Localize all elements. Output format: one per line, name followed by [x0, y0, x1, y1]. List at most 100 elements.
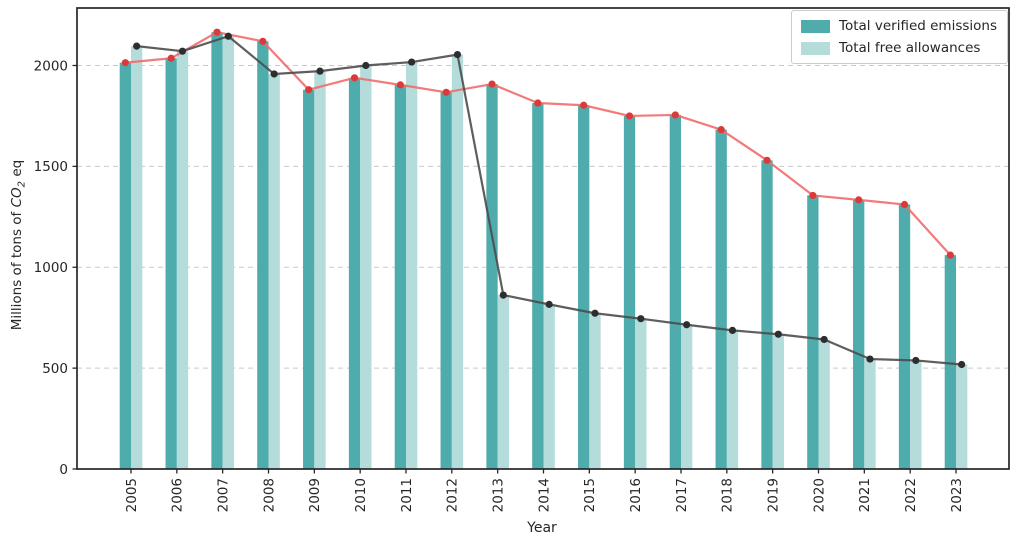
verified-emissions-bars: [119, 32, 956, 470]
bar-allowances-2013: [497, 295, 509, 469]
bar-verified-2017: [669, 114, 681, 469]
legend: Total verified emissions Total free allo…: [791, 10, 1008, 64]
marker-verified-2010: [350, 74, 359, 82]
x-tick-label-2015: 2015: [582, 478, 598, 512]
bar-allowances-2021: [864, 359, 876, 469]
marker-verified-2021: [855, 196, 863, 204]
bar-allowances-2019: [772, 334, 784, 469]
y-axis-title-suffix: eq: [9, 159, 25, 181]
x-tick-label-2016: 2016: [628, 478, 644, 512]
x-axis-title: Year: [527, 520, 557, 536]
marker-verified-2014: [534, 99, 542, 107]
marker-verified-2018: [717, 126, 725, 134]
free-allowances-swatch-icon: [801, 41, 831, 55]
y-tick-label-0: 0: [59, 462, 68, 478]
x-tick-label-2008: 2008: [261, 478, 277, 512]
bar-verified-2011: [394, 84, 406, 470]
marker-allowances-2016: [637, 315, 645, 323]
bar-verified-2006: [165, 58, 177, 469]
marker-allowances-2023: [958, 360, 966, 369]
bar-allowances-2009: [314, 71, 326, 469]
bar-allowances-2012: [451, 54, 464, 470]
marker-verified-2008: [259, 37, 267, 45]
marker-verified-2005: [121, 59, 129, 67]
marker-verified-2009: [305, 86, 313, 94]
bar-verified-2021: [853, 199, 865, 469]
bar-allowances-2006: [176, 51, 189, 469]
bar-verified-2009: [303, 89, 315, 469]
bar-verified-2010: [348, 77, 361, 469]
bar-verified-2012: [440, 92, 452, 469]
marker-verified-2017: [671, 111, 679, 119]
marker-verified-2015: [580, 101, 588, 109]
marker-allowances-2006: [178, 47, 187, 55]
bar-allowances-2023: [956, 364, 968, 469]
marker-verified-2022: [900, 200, 909, 209]
bar-verified-2019: [761, 160, 773, 470]
x-tick-label-2012: 2012: [445, 478, 461, 512]
free-allowances-bars: [131, 36, 968, 470]
marker-allowances-2020: [820, 335, 828, 344]
x-tick-label-2023: 2023: [949, 478, 965, 512]
bar-allowances-2015: [589, 313, 601, 469]
bar-allowances-2005: [131, 46, 143, 469]
marker-verified-2020: [809, 191, 817, 200]
marker-allowances-2009: [316, 67, 324, 75]
legend-label-free-allowances: Total free allowances: [839, 40, 981, 56]
y-axis-title-prefix: Millions of tons of: [9, 207, 25, 331]
x-tick-label-2018: 2018: [720, 478, 736, 512]
marker-allowances-2007: [224, 32, 232, 40]
legend-label-verified-emissions: Total verified emissions: [839, 18, 997, 34]
verified-emissions-swatch-icon: [801, 19, 831, 33]
x-tick-label-2020: 2020: [811, 478, 827, 512]
bar-verified-2014: [532, 103, 544, 469]
bar-allowances-2017: [681, 324, 693, 469]
bar-verified-2013: [486, 84, 498, 469]
free-allowances-line: [133, 32, 966, 369]
bar-allowances-2011: [406, 62, 418, 469]
x-tick-label-2017: 2017: [674, 478, 690, 512]
marker-allowances-2022: [912, 356, 920, 365]
y-tick-label-1500: 1500: [34, 159, 68, 175]
marker-verified-2007: [213, 28, 221, 36]
y-axis-title-formula: CO: [9, 187, 25, 208]
x-tick-label-2021: 2021: [857, 478, 873, 512]
y-tick-label-1000: 1000: [34, 260, 68, 276]
bar-allowances-2020: [818, 339, 830, 469]
bar-verified-2018: [715, 129, 727, 469]
bar-allowances-2018: [726, 330, 739, 469]
legend-item-verified-emissions: Total verified emissions: [801, 18, 997, 34]
x-tick-label-2005: 2005: [124, 478, 140, 512]
x-tick-label-2006: 2006: [170, 478, 186, 512]
x-tick-label-2007: 2007: [215, 478, 231, 512]
bar-verified-2007: [211, 32, 223, 470]
x-tick-label-2019: 2019: [765, 478, 781, 512]
x-tick-label-2010: 2010: [353, 478, 369, 512]
marker-allowances-2010: [362, 61, 370, 70]
marker-allowances-2013: [499, 291, 507, 299]
marker-allowances-2011: [408, 58, 416, 66]
bar-verified-2022: [898, 204, 911, 469]
marker-allowances-2008: [270, 70, 278, 78]
verified-emissions-line: [121, 28, 954, 259]
bar-verified-2023: [944, 255, 956, 469]
y-axis-title: Millions of tons of CO2 eq: [9, 149, 28, 341]
marker-verified-2011: [396, 81, 404, 89]
marker-verified-2013: [488, 80, 496, 88]
bar-verified-2016: [623, 115, 636, 469]
x-tick-label-2011: 2011: [399, 478, 415, 512]
bar-allowances-2014: [543, 304, 555, 469]
y-tick-label-2000: 2000: [34, 58, 68, 74]
marker-allowances-2005: [133, 42, 141, 50]
marker-verified-2023: [946, 251, 954, 259]
marker-verified-2006: [167, 54, 175, 62]
bar-allowances-2010: [360, 65, 372, 470]
marker-allowances-2019: [774, 330, 782, 338]
x-tick-label-2009: 2009: [307, 478, 323, 512]
marker-verified-2012: [442, 88, 450, 96]
y-tick-label-500: 500: [42, 361, 68, 377]
legend-item-free-allowances: Total free allowances: [801, 40, 997, 56]
marker-allowances-2014: [545, 300, 553, 308]
